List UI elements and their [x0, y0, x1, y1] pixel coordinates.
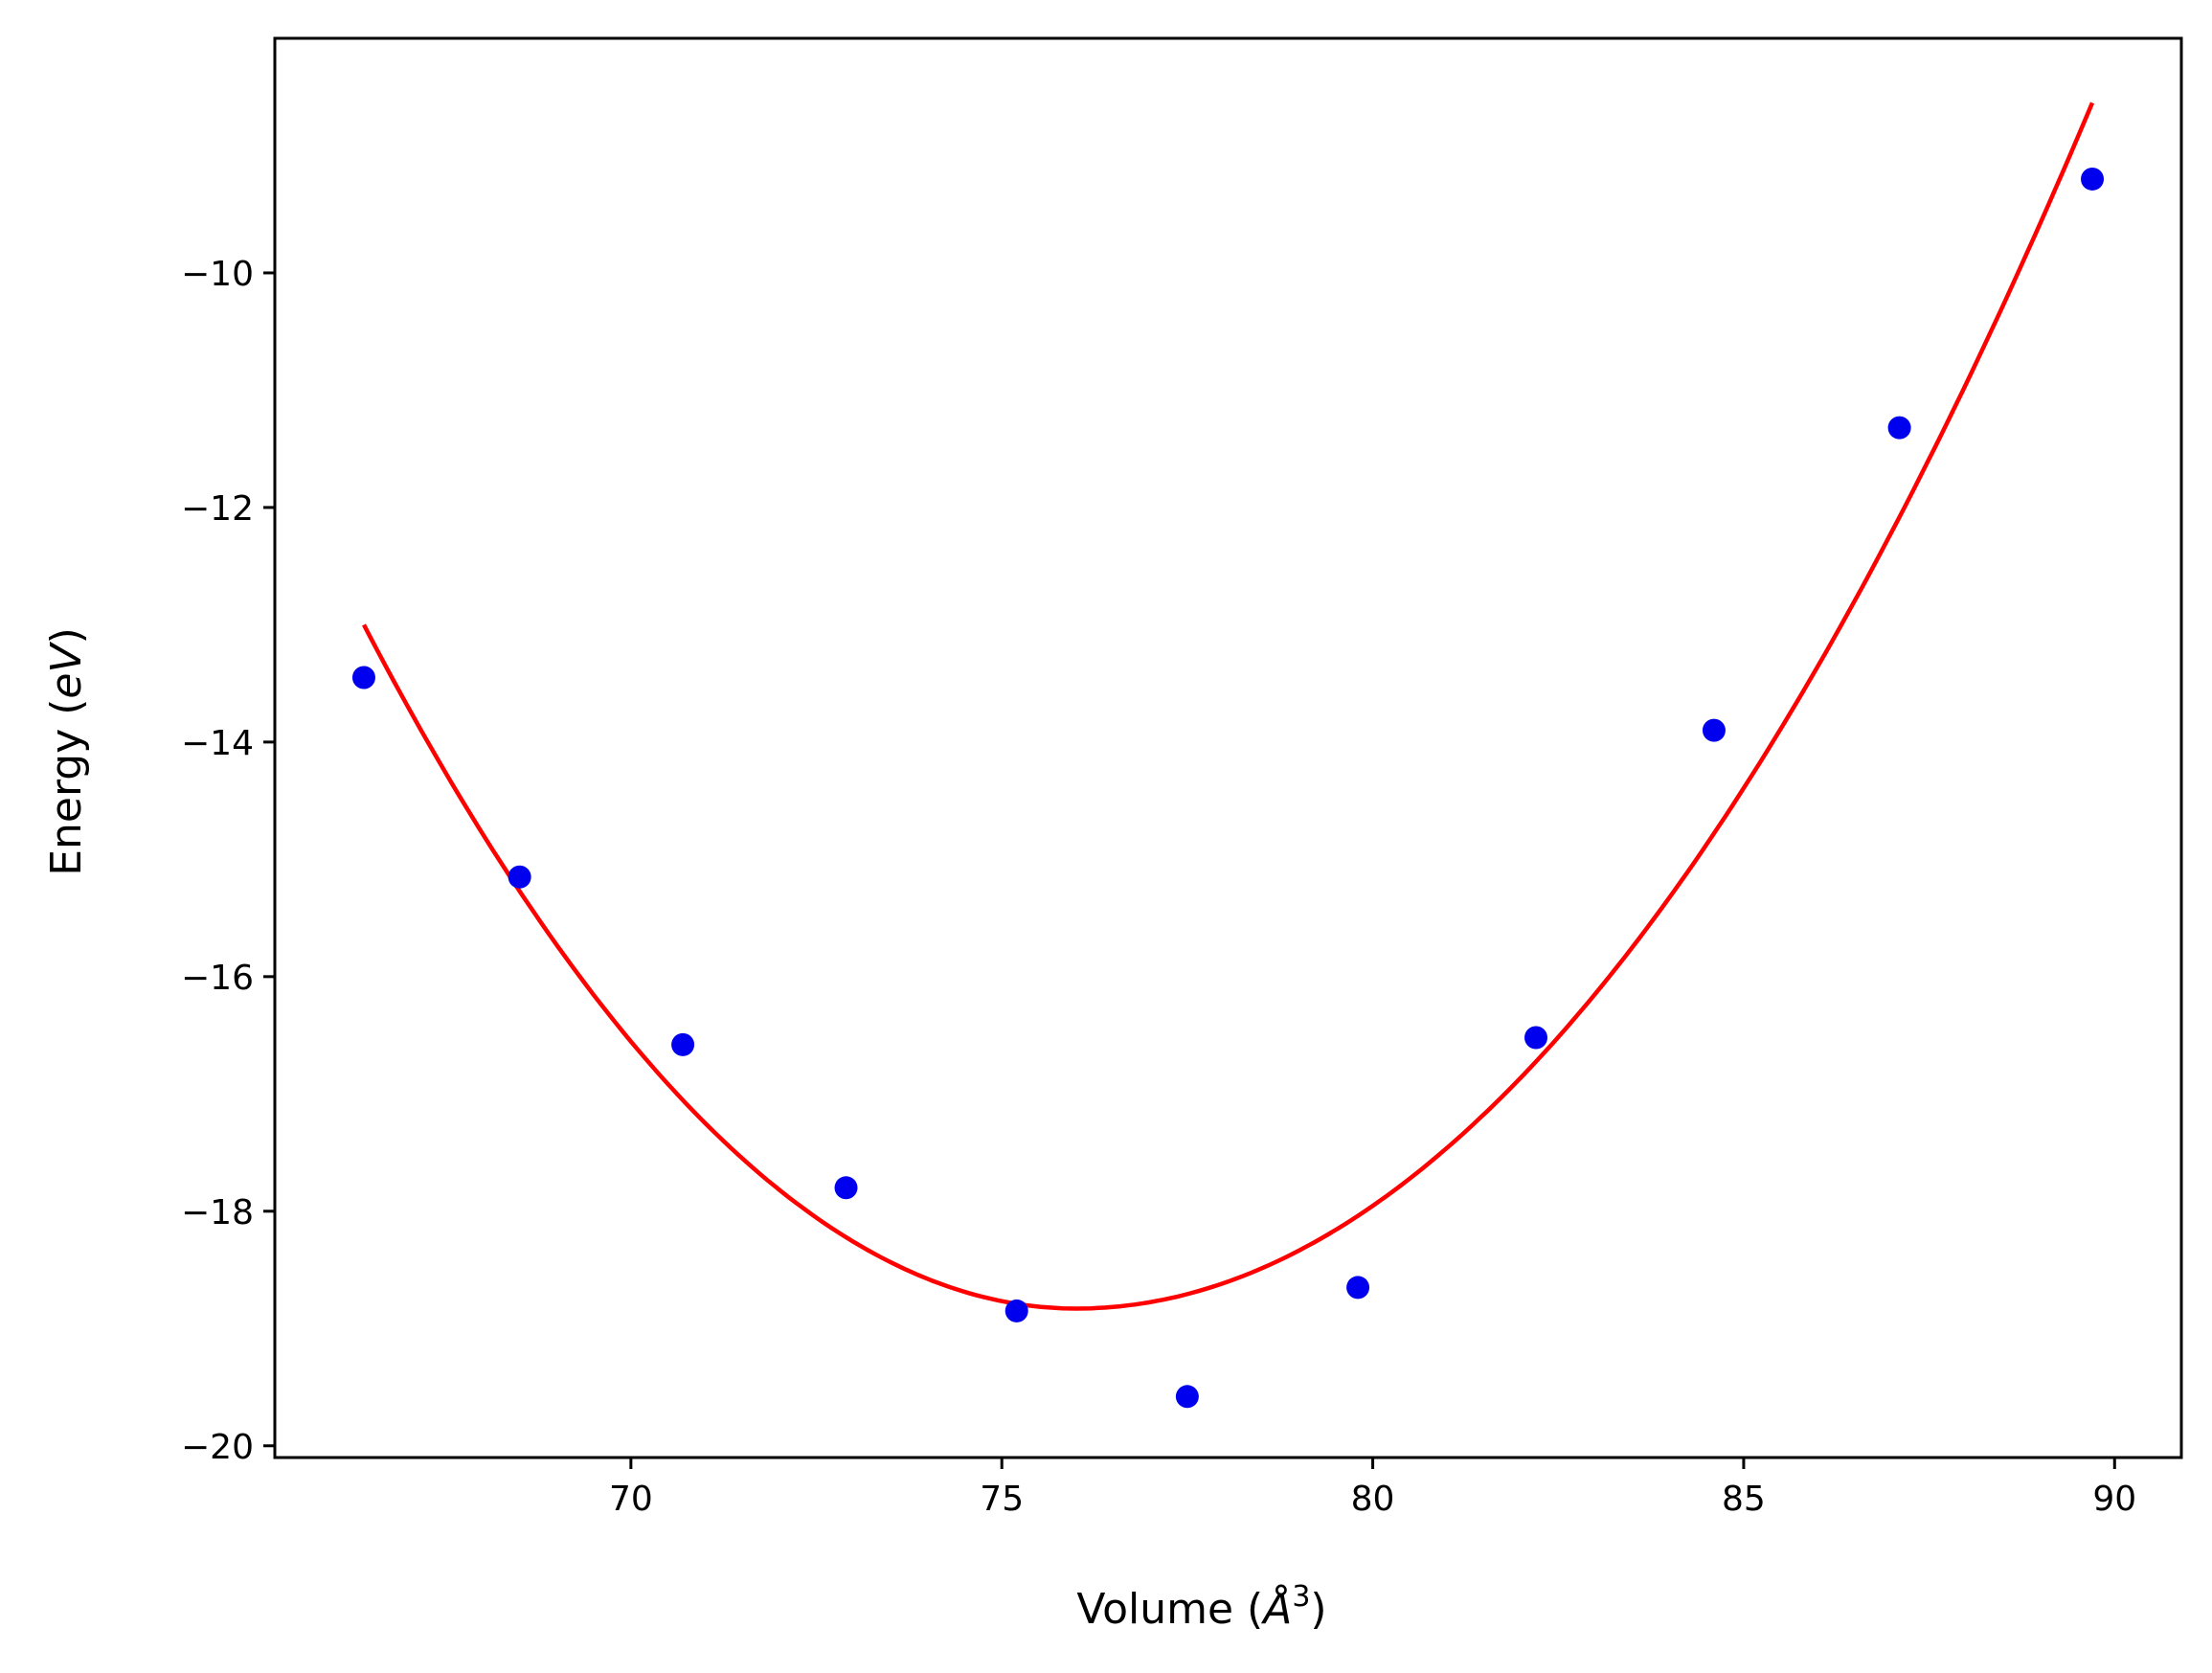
x-axis-label-symbol: Å [1260, 1583, 1292, 1634]
fit-curve-layer [362, 102, 2095, 1311]
x-tick-label: 90 [2092, 1480, 2136, 1519]
y-tick-label: −18 [181, 1193, 254, 1232]
data-point [1524, 1026, 1548, 1050]
y-tick-label: −12 [181, 489, 254, 529]
x-tick-label: 85 [1722, 1480, 1766, 1519]
x-axis-ticks: 70 75 80 85 90 [609, 1458, 2136, 1519]
plot-frame [273, 36, 2183, 1459]
data-point [1346, 1276, 1370, 1300]
data-point [1004, 1299, 1028, 1323]
fit-curve-line [362, 102, 2095, 1311]
y-axis-label-prefix: Energy ( [42, 699, 91, 876]
y-axis-label-unit: eV [42, 642, 91, 699]
x-axis-label-suffix: ) [1310, 1585, 1326, 1634]
y-tick-label: −14 [181, 724, 254, 763]
data-point [834, 1176, 858, 1200]
y-axis-label: Energy (eV) [42, 627, 91, 876]
data-point [2081, 167, 2105, 191]
x-tick-label: 75 [980, 1480, 1024, 1519]
data-points-layer [351, 167, 2105, 1409]
x-tick-label: 70 [609, 1480, 653, 1519]
y-tick-label: −20 [181, 1428, 254, 1467]
data-point [1175, 1385, 1199, 1409]
data-point [351, 666, 375, 690]
x-axis-label-prefix: Volume ( [1076, 1585, 1263, 1634]
data-point [1887, 416, 1911, 440]
y-axis-label-suffix: ) [42, 627, 91, 644]
x-axis-label: Volume (Å3) [1076, 1580, 1326, 1634]
y-axis-ticks: −20 −18 −16 −14 −12 −10 [181, 255, 275, 1467]
x-axis-label-power: 3 [1292, 1580, 1310, 1614]
data-point [1702, 718, 1726, 742]
data-point [508, 865, 531, 889]
y-tick-label: −16 [181, 959, 254, 998]
data-point [671, 1032, 695, 1056]
x-tick-label: 80 [1351, 1480, 1395, 1519]
y-tick-label: −10 [181, 255, 254, 294]
